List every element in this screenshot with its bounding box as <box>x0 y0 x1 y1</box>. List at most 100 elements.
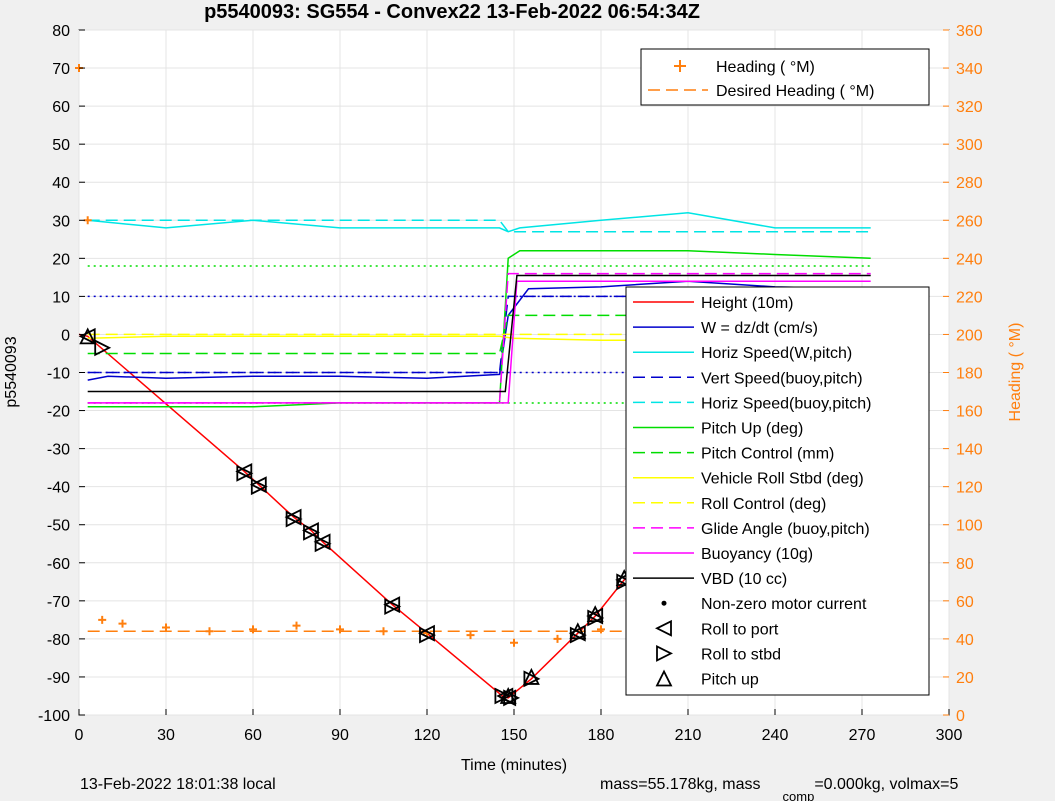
x-ticks: 0 30 60 90 120 150 180 210 240 270 300 <box>75 709 963 744</box>
pitch-up-marker <box>586 605 604 623</box>
y-right-tick-label: 60 <box>956 594 974 611</box>
series-line <box>87 280 871 404</box>
y-right-tick-label: 140 <box>956 442 983 459</box>
roll-stbd-marker <box>250 478 268 496</box>
legend-main: Height (10m) W = dz/dt (cm/s) Horiz Speed(… <box>625 286 930 696</box>
x-axis-label: Time (minutes) <box>461 757 567 774</box>
footer-right: mass=55.178kg, masscomp=0.000kg, volmax=… <box>600 776 959 801</box>
legend-label: Desired Heading ( °M) <box>716 83 874 100</box>
roll-port-marker <box>313 533 331 551</box>
y-ticks-left: 80 70 60 50 40 30 20 10 0 -10 -20 -30 -40 -50 -60 -70 -8… <box>38 23 85 725</box>
roll-port-marker <box>383 596 401 614</box>
legend-label: Horiz Speed(W,pitch) <box>701 345 852 362</box>
roll-port-marker <box>249 476 267 494</box>
y-right-tick-label: 40 <box>956 632 974 649</box>
pitch-up-marker <box>522 667 540 685</box>
legend-top-box <box>640 48 930 106</box>
roll-stbd-marker <box>523 670 541 688</box>
legend-label: Vert Speed(buoy,pitch) <box>701 370 863 387</box>
x-tick-label: 240 <box>762 727 789 744</box>
legend-label: Pitch Control (mm) <box>701 446 834 463</box>
series-line <box>87 274 871 393</box>
legend-top: Heading ( °M) Desired Heading ( °M) <box>640 48 930 106</box>
y-right-tick-label: 280 <box>956 175 983 192</box>
y-axis-label: p5540093 <box>3 336 20 407</box>
y-right-tick-label: 220 <box>956 289 983 306</box>
legend-label: VBD (10 cc) <box>701 571 787 588</box>
roll-stbd-marker <box>94 339 112 357</box>
x-tick-label: 60 <box>244 727 262 744</box>
roll-stbd-marker <box>384 598 402 615</box>
legend-label: Glide Angle (buoy,pitch) <box>701 521 870 538</box>
legend-label: Heading ( °M) <box>716 59 815 76</box>
y-tick-label: -40 <box>47 480 70 497</box>
legend-label: Roll to port <box>701 621 779 638</box>
legend-label: Buoyancy (10g) <box>701 546 813 563</box>
y-tick-label: 80 <box>52 23 70 40</box>
y-right-tick-label: 120 <box>956 480 983 497</box>
roll-stbd-marker <box>236 464 254 482</box>
y-right-tick-label: 200 <box>956 327 983 344</box>
heading-point <box>466 631 475 640</box>
roll-stbd-marker <box>303 523 321 541</box>
heading-point <box>553 634 562 643</box>
y-ticks-right: 3603403203002802602402202001801601401201… <box>943 23 983 725</box>
pitch-up-marker <box>79 327 97 345</box>
y-right-tick-label: 100 <box>956 518 983 535</box>
y-tick-label: -100 <box>38 708 70 725</box>
x-tick-label: 210 <box>675 727 702 744</box>
legend-main-box <box>625 286 930 696</box>
roll-port-marker <box>78 327 96 345</box>
y-tick-label: -20 <box>47 404 70 421</box>
x-tick-label: 300 <box>936 727 963 744</box>
x-tick-label: 270 <box>849 727 876 744</box>
heading-point <box>292 621 301 630</box>
y-tick-label: -80 <box>47 632 70 649</box>
y-tick-label: 30 <box>52 213 70 230</box>
roll-port-marker <box>284 508 302 526</box>
x-tick-label: 150 <box>501 727 528 744</box>
legend-label: Horiz Speed(buoy,pitch) <box>701 395 871 412</box>
legend-swatch <box>656 644 674 662</box>
pitch-up-marker <box>569 622 587 640</box>
roll-stbd-marker <box>419 626 437 644</box>
y-right-tick-label: 180 <box>956 366 983 383</box>
roll-port-marker <box>586 607 604 625</box>
roll-stbd-marker <box>285 510 303 528</box>
roll-stbd-marker <box>314 535 332 553</box>
x-tick-label: 0 <box>75 727 84 744</box>
x-tick-label: 90 <box>331 727 349 744</box>
y-right-tick-label: 260 <box>956 213 983 230</box>
y-right-tick-label: 340 <box>956 61 983 78</box>
legend-label: Pitch Up (deg) <box>701 421 803 438</box>
y-right-tick-label: 160 <box>956 404 983 421</box>
y-tick-label: 70 <box>52 61 70 78</box>
y-tick-label: 40 <box>52 175 70 192</box>
roll-port-marker <box>417 624 435 642</box>
x-tick-label: 180 <box>588 727 615 744</box>
legend-label: Vehicle Roll Stbd (deg) <box>701 471 864 488</box>
y-tick-label: -70 <box>47 594 70 611</box>
chart-title: p5540093: SG554 - Convex22 13-Feb-2022 0… <box>204 1 700 23</box>
legend-swatch <box>674 60 686 72</box>
y-tick-label: -60 <box>47 556 70 573</box>
y-right-tick-label: 360 <box>956 23 983 40</box>
y-tick-label: -50 <box>47 518 70 535</box>
footer-left: 13-Feb-2022 18:01:38 local <box>80 776 276 793</box>
y-tick-label: 0 <box>61 327 70 344</box>
roll-port-marker <box>301 521 319 539</box>
legend-label: Roll to stbd <box>701 646 781 663</box>
x-tick-label: 30 <box>157 727 175 744</box>
y-right-tick-label: 20 <box>956 670 974 687</box>
y-tick-label: -10 <box>47 366 70 383</box>
y-tick-label: 20 <box>52 251 70 268</box>
legend-label: Height (10m) <box>701 295 793 312</box>
y-axis-label-right: Heading ( °M) <box>1007 323 1024 422</box>
y-right-tick-label: 80 <box>956 556 974 573</box>
series-line <box>87 249 871 408</box>
x-tick-label: 120 <box>414 727 441 744</box>
heading-point <box>83 216 92 225</box>
legend-label: Non-zero motor current <box>701 596 867 613</box>
legend-label: Pitch up <box>701 672 759 689</box>
